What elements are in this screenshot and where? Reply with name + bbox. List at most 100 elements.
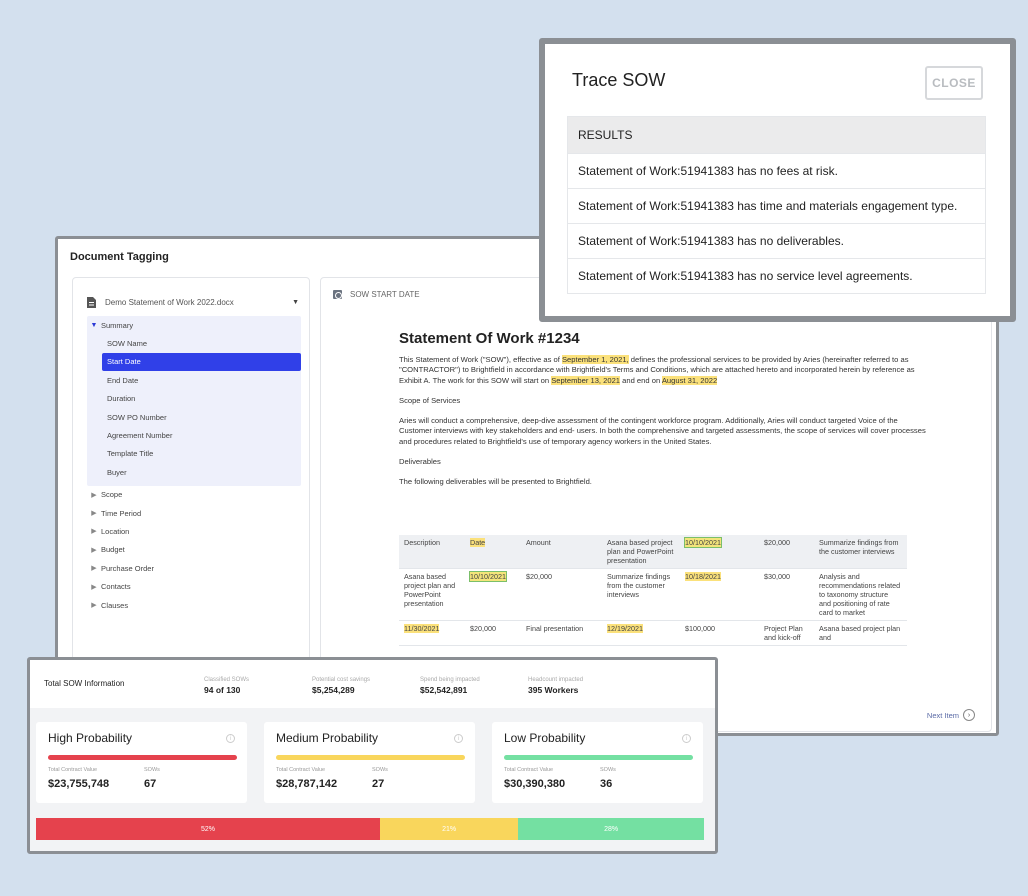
tree-item-sow-po-number[interactable]: SOW PO Number — [107, 412, 167, 422]
caret-right-icon: ▶ — [91, 602, 97, 610]
deliverables-table: Description Date Amount Asana based proj… — [399, 535, 907, 646]
next-item-button[interactable]: Next Item › — [927, 709, 975, 721]
tree-item-duration[interactable]: Duration — [107, 394, 136, 404]
info-icon[interactable]: i — [454, 734, 463, 743]
tcv-label: Total Contract Value — [504, 767, 554, 773]
stat-value: 94 of 130 — [204, 685, 241, 695]
highlighted-date[interactable]: 11/30/2021 — [404, 624, 440, 633]
distribution-segment-high: 52% — [36, 818, 381, 840]
caret-right-icon: ▶ — [91, 491, 97, 499]
document-icon — [87, 296, 96, 308]
paragraph-text: defines the professional services to be … — [399, 355, 915, 385]
chevron-right-icon: › — [963, 709, 975, 721]
tag-tree-panel: Demo Statement of Work 2022.docx ▼ ▼ Sum… — [72, 277, 310, 732]
table-cell: $100,000 — [680, 620, 759, 646]
scope-paragraph: Aries will conduct a comprehensive, deep… — [399, 416, 926, 446]
low-probability-card[interactable]: Low Probability i Total Contract Value S… — [492, 722, 703, 803]
probability-bar — [276, 755, 465, 760]
probability-bar — [48, 755, 237, 760]
stat-label: Spend being impacted — [420, 677, 480, 683]
tree-item-contacts[interactable]: ▶ Contacts — [87, 577, 301, 595]
sow-info-title: Total SOW Information — [44, 679, 125, 688]
info-icon[interactable]: i — [226, 734, 235, 743]
tree-item-start-date[interactable]: Start Date — [102, 352, 301, 372]
tree-item-clauses[interactable]: ▶ Clauses — [87, 596, 301, 614]
stat-classified-sows: Classified SOWs 94 of 130 — [204, 677, 249, 695]
caret-right-icon: ▶ — [91, 583, 97, 591]
table-cell: Date — [465, 535, 521, 569]
table-cell: Summarize findings from the customer int… — [602, 568, 680, 621]
tree-item-template-title[interactable]: Template Title — [107, 449, 154, 459]
result-row: Statement of Work:51941383 has no delive… — [568, 223, 985, 258]
info-icon[interactable]: i — [682, 734, 691, 743]
table-cell: Asana based project plan and PowerPoint … — [399, 568, 465, 621]
tree-item-summary[interactable]: ▼ Summary — [87, 316, 301, 334]
stat-label: Classified SOWs — [204, 677, 250, 683]
tree-item-location[interactable]: ▶ Location — [87, 522, 301, 540]
sows-value: 36 — [600, 778, 613, 790]
sows-value: 67 — [144, 778, 157, 790]
table-row: Description Date Amount Asana based proj… — [399, 535, 907, 569]
table-cell: $20,000 — [759, 535, 814, 569]
tcv-value: $23,755,748 — [48, 778, 110, 790]
highlighted-date[interactable]: Date — [470, 538, 486, 547]
tree-item-sow-name[interactable]: SOW Name — [107, 339, 148, 349]
highlighted-date[interactable]: 12/19/2021 — [607, 624, 643, 633]
tree-item-budget[interactable]: ▶ Budget — [87, 541, 301, 559]
sows-label: SOWs — [144, 767, 160, 773]
file-select[interactable]: Demo Statement of Work 2022.docx ▼ — [87, 292, 299, 312]
tree-item-label: Contacts — [101, 582, 131, 592]
result-row: Statement of Work:51941383 has no fees a… — [568, 153, 985, 188]
card-title: High Probability — [48, 731, 133, 745]
stat-spend-impacted: Spend being impacted $52,542,891 — [420, 677, 480, 695]
sows-label: SOWs — [372, 767, 388, 773]
tree-item-buyer[interactable]: Buyer — [107, 467, 127, 477]
tree-item-label: Budget — [101, 545, 125, 555]
table-cell: Amount — [521, 535, 602, 569]
high-probability-card[interactable]: High Probability i Total Contract Value … — [36, 722, 247, 803]
paragraph-text: and end on — [620, 375, 662, 385]
table-cell: Asana based project plan and PowerPoint … — [602, 535, 680, 569]
deliverables-intro: The following deliverables will be prese… — [399, 477, 592, 487]
tree-item-label: Summary — [101, 320, 134, 330]
tree-item-label: Scope — [101, 490, 123, 500]
caret-right-icon: ▶ — [91, 528, 97, 536]
tree-item-agreement-number[interactable]: Agreement Number — [107, 431, 173, 441]
highlighted-date[interactable]: 10/10/2021 — [469, 571, 507, 582]
tree-item-label: Clauses — [101, 600, 129, 610]
highlighted-start-date[interactable]: September 13, 2021 — [551, 375, 621, 385]
next-item-label: Next Item — [926, 710, 959, 720]
probability-bar — [504, 755, 693, 760]
close-button[interactable]: CLOSE — [925, 66, 983, 100]
table-cell: Summarize findings from the customer int… — [814, 535, 907, 569]
stat-headcount-impacted: Headcount impacted 395 Workers — [528, 677, 583, 695]
table-row: 11/30/2021 $20,000 Final presentation 12… — [399, 620, 907, 646]
result-row: Statement of Work:51941383 has no servic… — [568, 258, 985, 293]
modal-title: Trace SOW — [572, 70, 666, 90]
tree-item-scope[interactable]: ▶ Scope — [87, 486, 301, 504]
stat-value: 395 Workers — [528, 685, 579, 695]
highlighted-date[interactable]: 10/10/2021 — [684, 537, 722, 548]
tcv-label: Total Contract Value — [276, 767, 326, 773]
sow-info-header: Total SOW Information Classified SOWs 94… — [30, 660, 715, 708]
medium-probability-card[interactable]: Medium Probability i Total Contract Valu… — [264, 722, 475, 803]
stat-label: Potential cost savings — [312, 677, 371, 683]
tree-item-end-date[interactable]: End Date — [107, 375, 139, 385]
document-heading: Statement Of Work #1234 — [399, 330, 580, 347]
highlighted-end-date[interactable]: August 31, 2022 — [661, 375, 718, 385]
tree-item-purchase-order[interactable]: ▶ Purchase Order — [87, 559, 301, 577]
tcv-label: Total Contract Value — [48, 767, 98, 773]
tree-item-label: Time Period — [101, 508, 142, 518]
result-row: Statement of Work:51941383 has time and … — [568, 188, 985, 223]
highlighted-date[interactable]: September 1, 2021, — [561, 355, 629, 364]
card-title: Medium Probability — [276, 731, 379, 745]
document-tagging-title: Document Tagging — [70, 251, 169, 263]
highlighted-date[interactable]: 10/18/2021 — [685, 572, 721, 581]
results-header: RESULTS — [568, 117, 985, 153]
table-cell: Project Plan and kick-off — [759, 620, 814, 646]
trace-sow-modal: Trace SOW CLOSE RESULTS Statement of Wor… — [539, 38, 1016, 322]
document-preview-panel: SOW START DATE Statement Of Work #1234 T… — [320, 277, 992, 732]
tree-item-time-period[interactable]: ▶ Time Period — [87, 504, 301, 522]
caret-right-icon: ▶ — [91, 565, 97, 573]
tag-icon — [333, 290, 342, 299]
